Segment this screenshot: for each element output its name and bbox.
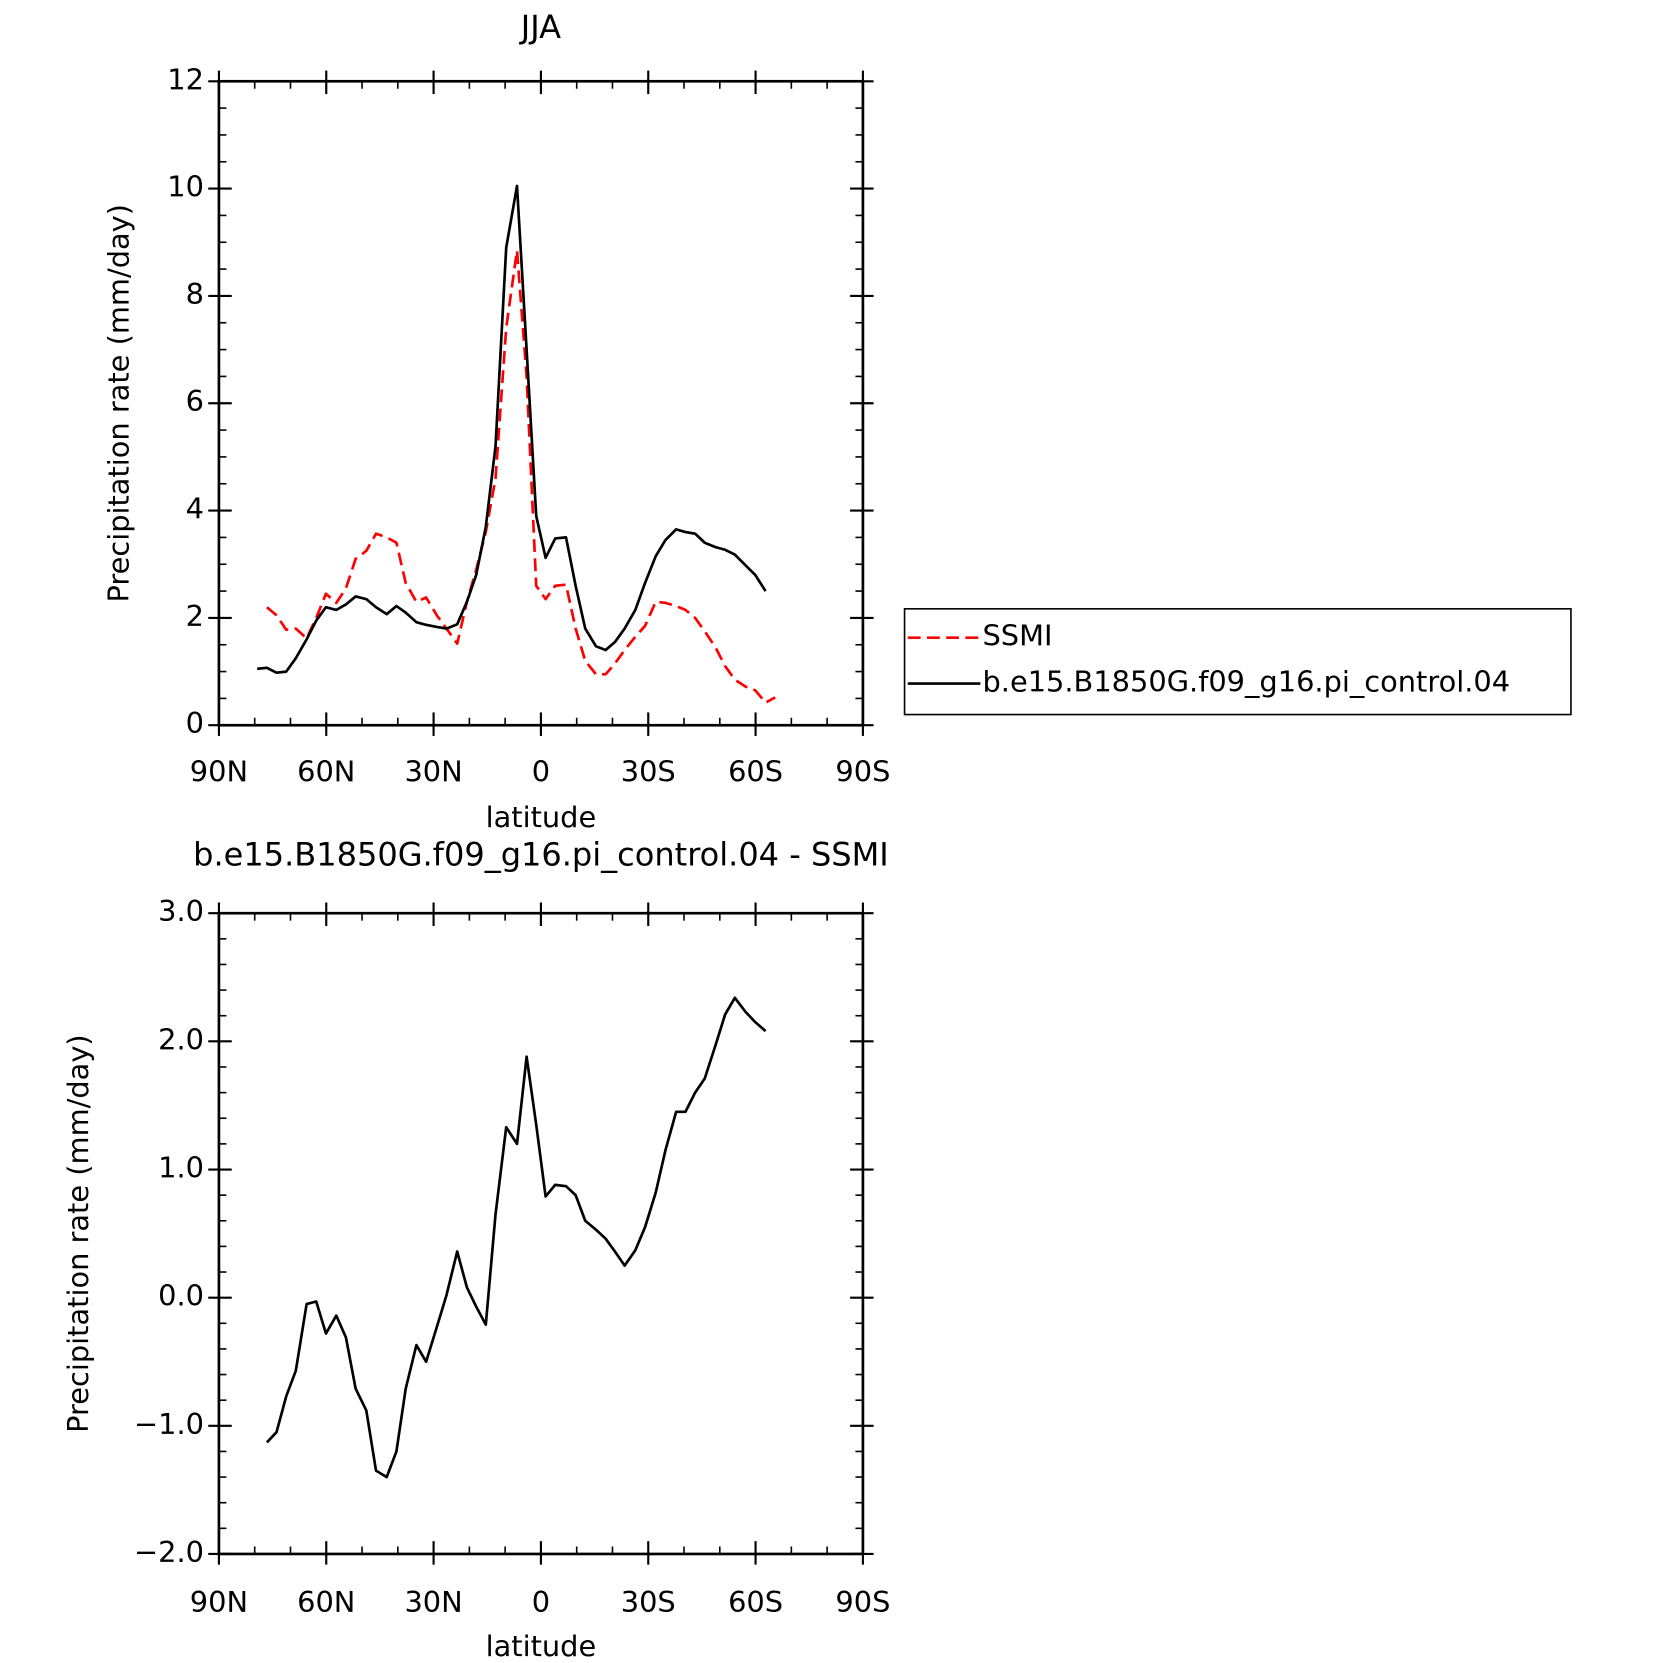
x-tick-label: 90S (835, 754, 890, 788)
y-tick-label: 1.0 (158, 1151, 204, 1185)
x-tick-label: 60N (297, 754, 355, 788)
y-tick-label: 10 (167, 170, 204, 204)
chart-title: b.e15.B1850G.f09_g16.pi_control.04 - SSM… (193, 836, 889, 874)
x-tick-label: 90N (190, 1585, 248, 1619)
y-tick-label: 0 (186, 706, 204, 740)
legend-box (903, 608, 1572, 716)
x-tick-label: 90S (835, 1585, 890, 1619)
x-tick-label: 30N (404, 1585, 462, 1619)
x-axis-label: latitude (486, 1629, 597, 1663)
y-tick-label: 4 (186, 492, 204, 526)
x-tick-label: 60S (728, 1585, 783, 1619)
series-line (265, 996, 767, 1479)
y-tick-label: 12 (167, 62, 204, 96)
x-tick-label: 60S (728, 754, 783, 788)
legend-label: SSMI (983, 619, 1053, 653)
x-tick-label: 30S (621, 754, 676, 788)
plot-frame (217, 79, 865, 727)
x-tick-label: 60N (297, 1585, 355, 1619)
series-line (266, 248, 776, 705)
x-tick-label: 0 (532, 1585, 550, 1619)
y-tick-label: 3.0 (158, 894, 204, 928)
y-tick-label: 2.0 (158, 1022, 204, 1056)
legend-label: b.e15.B1850G.f09_g16.pi_control.04 (983, 665, 1511, 699)
plot-frame (217, 911, 865, 1556)
y-axis-label: Precipitation rate (mm/day) (61, 1034, 95, 1432)
y-tick-label: 2 (186, 599, 204, 633)
x-tick-label: 30N (404, 754, 462, 788)
y-tick-label: −2.0 (134, 1535, 204, 1569)
x-axis-label: latitude (486, 800, 597, 834)
y-tick-label: 6 (186, 384, 204, 418)
series-line (257, 184, 767, 675)
y-tick-label: 0.0 (158, 1279, 204, 1313)
x-tick-label: 90N (190, 754, 248, 788)
x-tick-label: 30S (621, 1585, 676, 1619)
chart-title: JJA (519, 8, 561, 46)
y-axis-label: Precipitation rate (mm/day) (102, 204, 136, 602)
y-tick-label: −1.0 (134, 1407, 204, 1441)
y-tick-label: 8 (186, 277, 204, 311)
x-tick-label: 0 (532, 754, 550, 788)
